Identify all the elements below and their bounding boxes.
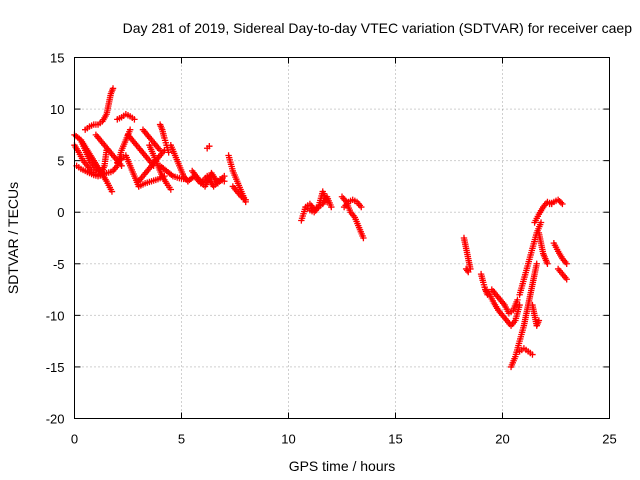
data-point [465,268,472,276]
data-point [131,116,138,123]
axis-ticks: 0 5 10 15 20 25 -20 -15 -10 -5 0 5 10 15 [46,51,617,447]
x-tick-label: 20 [495,432,509,447]
x-axis-label: GPS time / hours [289,458,396,474]
y-tick-label: -15 [46,360,65,375]
data-point [559,200,566,208]
x-tick-label: 25 [602,432,616,447]
plot-frame [74,57,610,419]
y-tick-label: 10 [50,102,64,117]
data-point [358,203,365,211]
chart-title: Day 281 of 2019, Sidereal Day-to-day VTE… [123,20,633,36]
y-tick-label: 15 [50,51,64,66]
data-point [242,196,249,204]
data-point [323,198,331,206]
data-point [108,188,116,195]
data-point [206,143,213,150]
data-point [516,301,523,309]
y-tick-label: -10 [46,308,65,323]
grid-lines [74,57,610,419]
data-point [165,149,172,156]
data-point [99,167,106,175]
data-point [126,126,134,133]
x-tick-label: 10 [281,432,295,447]
data-point [514,296,521,304]
y-tick-label: 5 [57,154,64,169]
data-point [156,147,164,154]
y-tick-label: 0 [57,205,64,220]
data-point [161,172,168,180]
data-point [529,351,536,358]
x-tick-label: 0 [71,432,78,447]
y-tick-label: -20 [46,412,65,427]
x-tick-label: 5 [178,432,185,447]
x-tick-label: 15 [388,432,402,447]
data-point [563,276,570,283]
data-point [221,172,228,180]
data-point [167,186,174,193]
data-point [109,85,117,92]
data-point [535,317,543,324]
data-point [544,260,551,267]
data-point [563,260,570,267]
data-point [537,219,545,226]
data-point [360,234,367,242]
data-points [71,85,570,371]
data-point [533,260,540,267]
data-point [328,203,335,211]
data-point [116,156,124,164]
y-tick-label: -5 [53,257,65,272]
y-axis-label: SDTVAR / TECUs [5,182,21,294]
data-point [557,199,565,206]
